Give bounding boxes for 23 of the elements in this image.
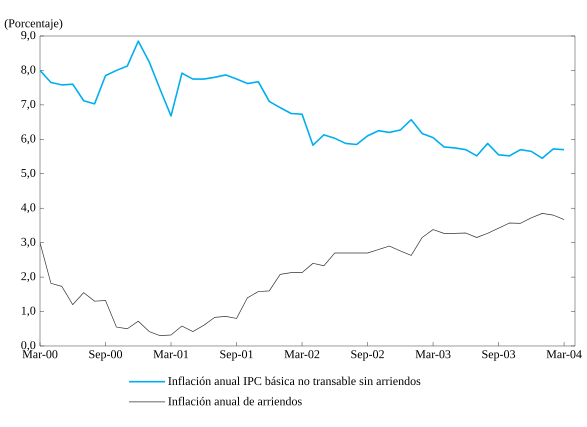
x-tick-label: Mar-02 (284, 350, 320, 358)
y-tick-label: 0,0 (21, 341, 36, 351)
x-tick-label: Sep-02 (351, 350, 384, 361)
x-tick-label: Mar-01 (153, 350, 188, 358)
y-tick-label: 4,0 (21, 203, 36, 214)
legend-label: Inflación anual IPC básica no transable sin arriendos (168, 376, 420, 386)
y-tick-label: 7,0 (22, 100, 36, 110)
x-tick-label: Sep-00 (89, 350, 122, 361)
y-tick-label: 6,0 (21, 134, 36, 144)
y-tick-label: 8,0 (21, 66, 36, 76)
line-series (40, 40, 565, 160)
x-tick-label: Sep-03 (482, 350, 516, 361)
x-tick-label: Mar-04 (546, 350, 582, 358)
x-tick-label: Mar-00 (22, 350, 58, 358)
y-axis-title: (Porcentaje) (4, 18, 62, 30)
y-tick-label: 3,0 (21, 238, 36, 248)
y-tick-label: 5,0 (21, 168, 36, 179)
x-tick-label: Mar-03 (416, 350, 450, 358)
legend-label: Inflación anual de arriendos (168, 396, 302, 406)
y-tick-label: 1,0 (22, 306, 36, 316)
x-tick-label: Sep-01 (220, 350, 253, 361)
y-tick-label: 2,0 (21, 272, 36, 282)
y-tick-label: 9,0 (21, 31, 36, 41)
